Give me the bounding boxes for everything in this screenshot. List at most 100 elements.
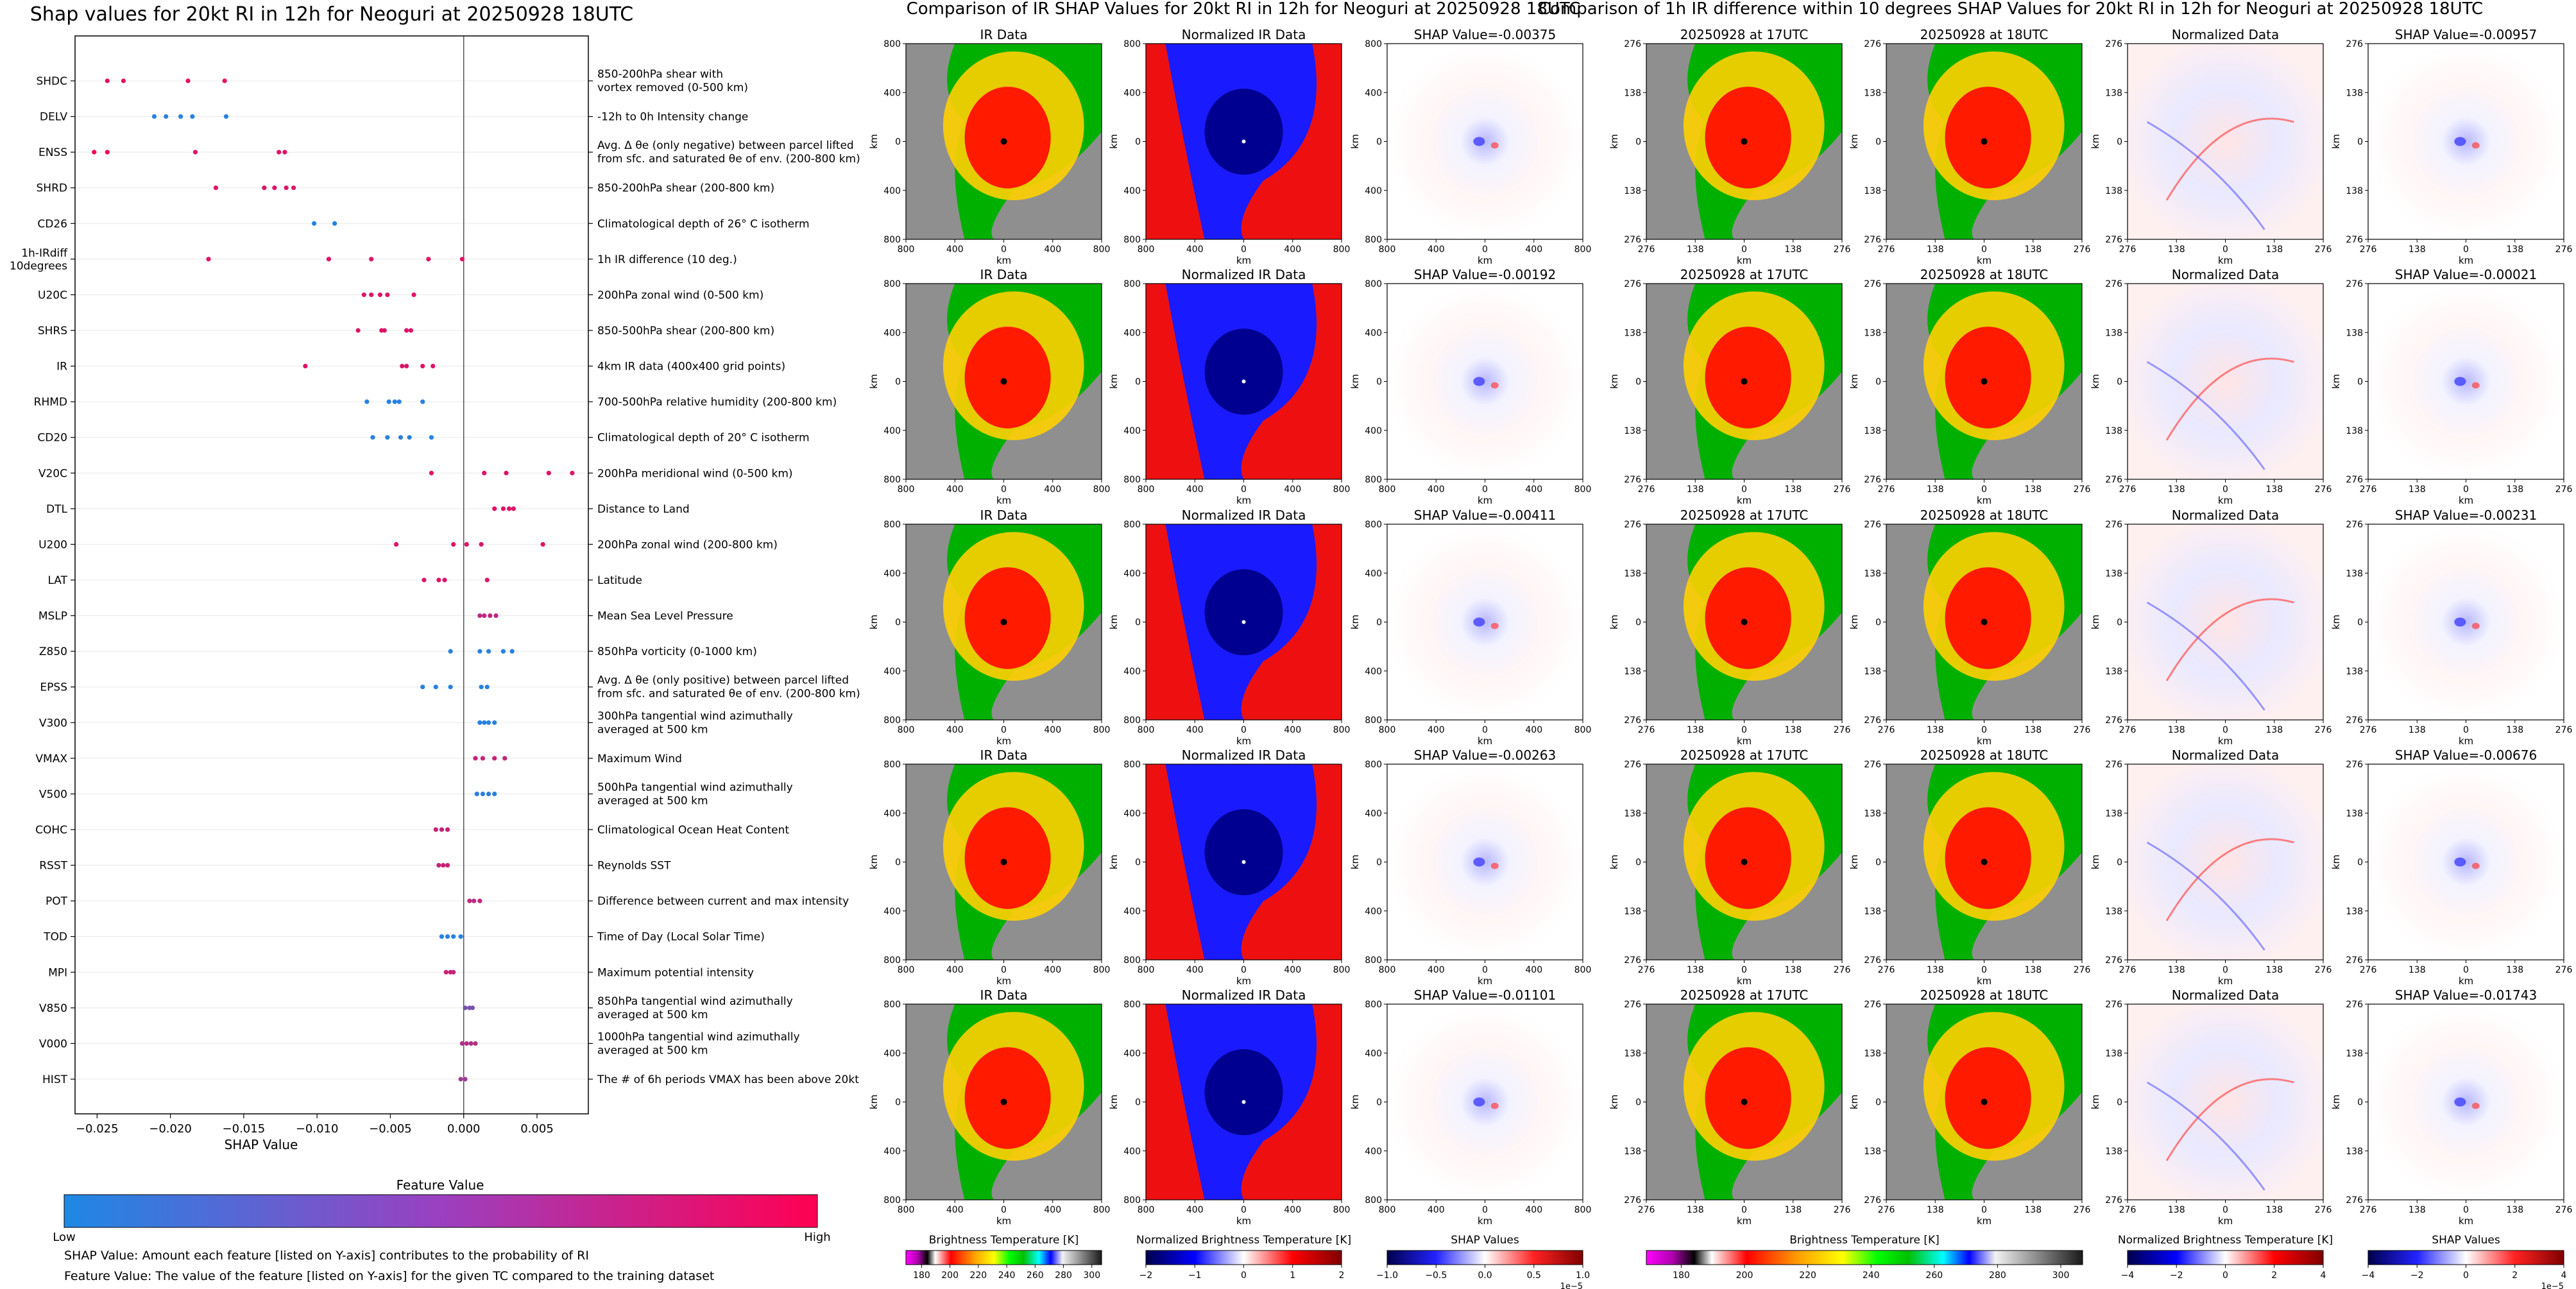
ytick-label: 138 bbox=[2105, 1147, 2122, 1157]
storm-eye bbox=[1241, 860, 1246, 864]
norm-core bbox=[1204, 569, 1283, 656]
feature-name: 1h-IRdiff 10degrees bbox=[10, 247, 68, 273]
ytick-label: 800 bbox=[1123, 955, 1141, 966]
colorbar-tick-label: 2 bbox=[1339, 1270, 1345, 1281]
x-axis-label: km bbox=[1478, 495, 1492, 506]
ytick-label: 276 bbox=[2105, 475, 2122, 485]
ytick-label: 0 bbox=[2117, 858, 2122, 868]
feature-name: SHRD bbox=[37, 182, 67, 195]
shap-point bbox=[369, 292, 374, 298]
x-axis-label: km bbox=[1737, 1215, 1752, 1227]
ytick-label: 400 bbox=[1123, 88, 1141, 98]
xtick-label: 138 bbox=[1687, 244, 1704, 255]
feature-description: from sfc. and saturated θe of env. (200-… bbox=[597, 153, 860, 166]
shap-point bbox=[282, 149, 287, 155]
shap-point bbox=[364, 399, 370, 404]
feature-name-line: 1h-IRdiff bbox=[21, 247, 68, 260]
ytick-label: 276 bbox=[2105, 520, 2122, 530]
xtick-label: 0 bbox=[1482, 725, 1488, 735]
storm-eye bbox=[1981, 1098, 1988, 1105]
xtick-label: 400 bbox=[1284, 1205, 1301, 1215]
storm-eye bbox=[1741, 858, 1748, 866]
xtick-label: 0.000 bbox=[447, 1122, 481, 1136]
shap-point bbox=[411, 292, 416, 298]
ytick-label: 138 bbox=[2346, 568, 2363, 579]
x-axis-label: km bbox=[1737, 975, 1752, 987]
ytick-label: 800 bbox=[883, 760, 901, 770]
ytick-label: 276 bbox=[1624, 520, 1641, 530]
feature-name: RSST bbox=[39, 860, 67, 873]
feature-description: -12h to 0h Intensity change bbox=[597, 111, 748, 124]
ytick-label: 0 bbox=[895, 137, 901, 148]
shap-point bbox=[361, 292, 366, 298]
xtick-label: 276 bbox=[2074, 725, 2091, 735]
ytick-label: 138 bbox=[2105, 1048, 2122, 1059]
shap-point bbox=[472, 898, 477, 903]
shap-point bbox=[277, 149, 282, 155]
feature-description: Avg. Δ θe (only positive) between parcel… bbox=[597, 674, 849, 687]
xtick-label: 400 bbox=[1525, 725, 1542, 735]
shap-point bbox=[464, 542, 469, 547]
shap-point bbox=[468, 1041, 473, 1046]
feature-name: CD26 bbox=[37, 218, 67, 230]
diff-panel-ir: 20250928 at 17UTC27627613813800138138276… bbox=[1608, 27, 1850, 266]
shap-map-fill bbox=[1387, 284, 1583, 479]
shap-map-fill bbox=[1387, 764, 1583, 960]
xtick-label: 400 bbox=[946, 244, 964, 255]
ytick-label: 0 bbox=[2357, 1098, 2363, 1108]
colorbar-tick-label: 200 bbox=[941, 1270, 959, 1281]
y-axis-label: km bbox=[1349, 374, 1361, 389]
panel-title: 20250928 at 17UTC bbox=[1680, 27, 1809, 42]
feature-name: SHDC bbox=[36, 75, 67, 88]
xtick-label: 276 bbox=[2555, 484, 2573, 495]
xtick-label: 276 bbox=[1638, 1205, 1655, 1215]
xtick-label: 0.005 bbox=[520, 1122, 554, 1136]
ytick-label: 0 bbox=[1135, 858, 1141, 868]
ytick-label: 276 bbox=[2346, 1000, 2363, 1010]
shap-point bbox=[479, 685, 484, 690]
shap-blob bbox=[2471, 142, 2480, 149]
normdiff-streak bbox=[2146, 841, 2265, 951]
ytick-label: 276 bbox=[2105, 955, 2122, 966]
y-axis-label: km bbox=[1848, 615, 1860, 629]
xtick-label: 138 bbox=[2265, 484, 2283, 495]
xtick-label: 0 bbox=[2463, 725, 2469, 735]
panel-title: Normalized IR Data bbox=[1182, 27, 1306, 42]
shap-point bbox=[451, 969, 456, 975]
diff-panel-normdiff: Normalized Data2762761381380013813827627… bbox=[2090, 508, 2332, 747]
shap-point bbox=[433, 685, 438, 690]
xtick-label: 276 bbox=[2555, 244, 2573, 255]
ytick-label: 400 bbox=[1365, 907, 1382, 917]
ytick-label: 138 bbox=[1624, 907, 1641, 917]
diff-panel-shap: SHAP Value=-0.00021276276138138001381382… bbox=[2330, 267, 2572, 506]
ytick-label: 138 bbox=[1624, 1147, 1641, 1157]
shap-blob bbox=[2454, 377, 2466, 386]
diff-panel-ir: 20250928 at 18UTC27627613813800138138276… bbox=[1848, 987, 2090, 1227]
shap-point bbox=[397, 399, 402, 404]
panel-title: IR Data bbox=[980, 747, 1028, 763]
xtick-label: 400 bbox=[1284, 725, 1301, 735]
shap-point bbox=[151, 114, 157, 119]
xtick-label: 138 bbox=[2168, 1205, 2185, 1215]
xtick-label: 138 bbox=[2506, 965, 2523, 975]
colorbar-low-label: Low bbox=[53, 1231, 75, 1244]
ir-panel-shap: SHAP Value=-0.00263800800400400004004008… bbox=[1349, 747, 1591, 987]
ytick-label: 400 bbox=[1365, 667, 1382, 677]
plot-frame bbox=[74, 35, 589, 1114]
ytick-label: 138 bbox=[1864, 907, 1881, 917]
cloud-core bbox=[1705, 567, 1791, 669]
shap-point bbox=[439, 934, 445, 939]
xtick-label: 276 bbox=[1834, 1205, 1851, 1215]
xtick-label: 138 bbox=[2506, 484, 2523, 495]
ytick-label: 138 bbox=[2346, 88, 2363, 98]
xtick-label: 276 bbox=[1638, 965, 1655, 975]
xtick-label: 138 bbox=[2506, 244, 2523, 255]
feature-description: 850hPa vorticity (0-1000 km) bbox=[597, 645, 757, 658]
diff-panel-ir: 20250928 at 17UTC27627613813800138138276… bbox=[1608, 267, 1850, 506]
feature-name: LAT bbox=[47, 574, 67, 587]
xtick-label: 800 bbox=[1379, 244, 1396, 255]
x-axis-label: km bbox=[1478, 735, 1492, 747]
xtick-label: 400 bbox=[1525, 1205, 1542, 1215]
xtick-label: 400 bbox=[1525, 484, 1542, 495]
storm-eye bbox=[1981, 138, 1988, 145]
